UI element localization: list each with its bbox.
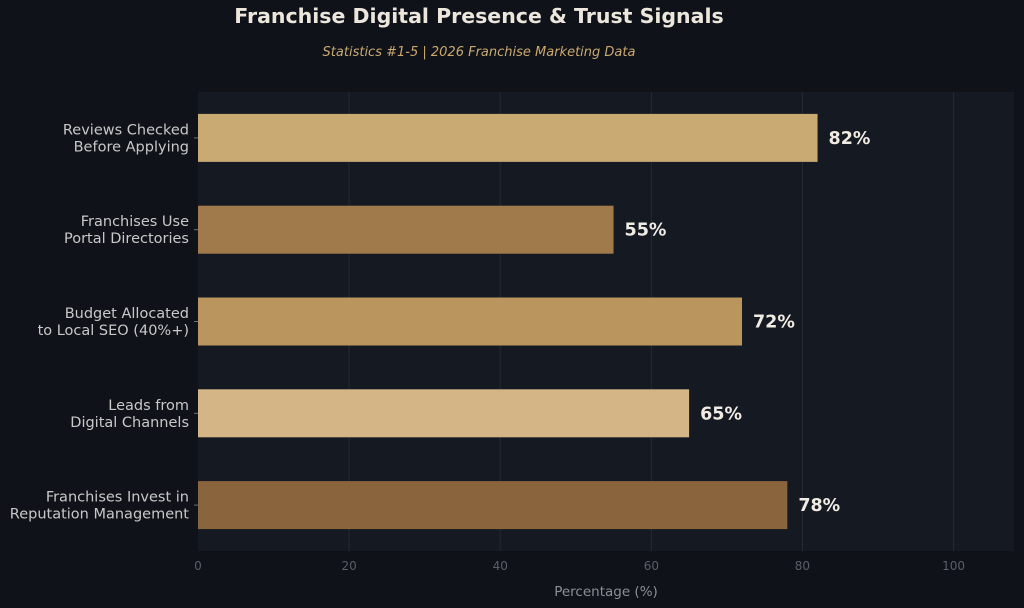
value-labels: 82% 55% 72% 65% 78% bbox=[625, 129, 871, 516]
data-label: 82% bbox=[829, 129, 871, 149]
x-axis-label: Percentage (%) bbox=[554, 584, 658, 600]
chart-title: Franchise Digital Presence & Trust Signa… bbox=[234, 4, 724, 28]
category-label: Franchises Use bbox=[81, 214, 189, 230]
bar bbox=[198, 205, 614, 254]
category-label: Budget Allocated bbox=[65, 306, 189, 322]
category-label: Digital Channels bbox=[70, 415, 189, 431]
x-tick-label: 0 bbox=[194, 559, 202, 573]
category-label: Leads from bbox=[108, 398, 189, 414]
x-tick-label: 20 bbox=[341, 559, 356, 573]
x-axis-ticks: 0 20 40 60 80 100 bbox=[194, 559, 965, 573]
data-label: 78% bbox=[798, 496, 840, 516]
chart-subtitle: Statistics #1-5 | 2026 Franchise Marketi… bbox=[322, 45, 636, 60]
x-tick-label: 40 bbox=[493, 559, 508, 573]
category-label: Portal Directories bbox=[64, 231, 189, 247]
data-label: 55% bbox=[625, 221, 667, 241]
bar bbox=[198, 389, 690, 438]
x-tick-label: 100 bbox=[942, 559, 965, 573]
bar bbox=[198, 113, 818, 162]
category-label: Franchises Invest in bbox=[46, 490, 189, 506]
bars bbox=[198, 113, 818, 530]
category-label: Before Applying bbox=[74, 139, 189, 155]
data-label: 65% bbox=[700, 404, 742, 424]
bar bbox=[198, 481, 788, 530]
x-tick-label: 60 bbox=[644, 559, 659, 573]
category-label: Reviews Checked bbox=[63, 122, 189, 138]
data-label: 72% bbox=[753, 313, 795, 333]
category-label: Reputation Management bbox=[10, 507, 190, 523]
category-label: to Local SEO (40%+) bbox=[38, 323, 189, 339]
x-tick-label: 80 bbox=[795, 559, 810, 573]
bar bbox=[198, 297, 742, 346]
